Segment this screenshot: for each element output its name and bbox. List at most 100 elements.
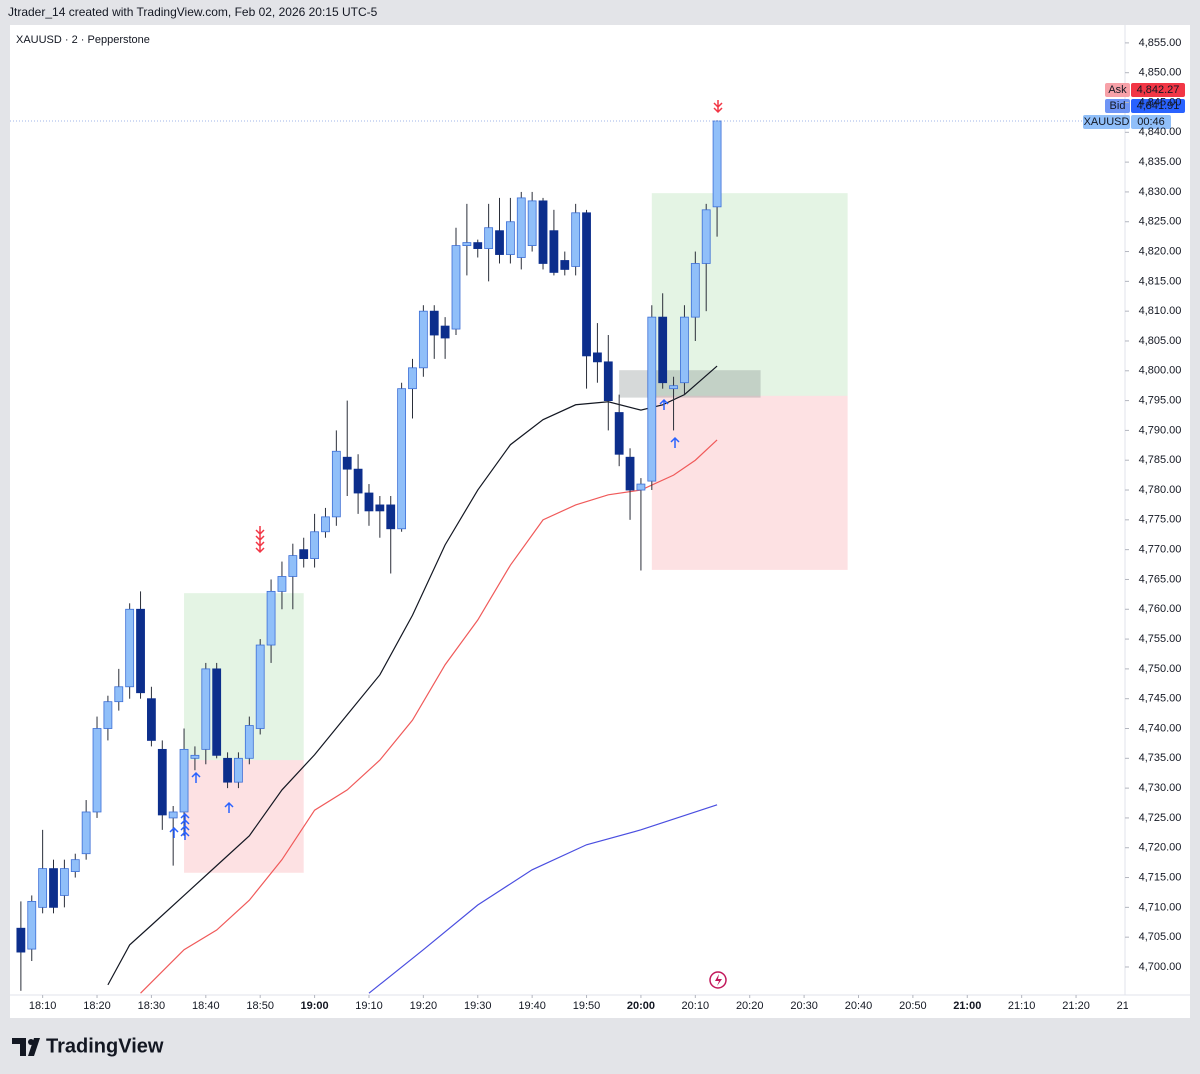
candle-body [125, 608, 135, 688]
y-tick-label: 4,840.00 [1139, 126, 1182, 138]
candle-body [712, 120, 722, 208]
y-tick-label: 4,765.00 [1139, 573, 1182, 585]
candle-body [418, 310, 428, 369]
symbol-badge: XAUUSD [1084, 116, 1130, 128]
y-tick-label: 4,800.00 [1139, 365, 1182, 377]
ask-bg [1131, 82, 1185, 97]
countdown: 00:46 [1137, 116, 1165, 128]
y-tick-label: 4,845.00 [1139, 96, 1182, 108]
x-tick-label: 21:00 [953, 1000, 981, 1012]
candle-body [484, 227, 494, 249]
y-tick-label: 4,770.00 [1139, 544, 1182, 556]
bid-bg [1131, 98, 1185, 113]
x-tick-label: 19:10 [355, 1000, 383, 1012]
y-tick-label: 4,805.00 [1139, 335, 1182, 347]
candle-body [244, 725, 254, 759]
candle-body [157, 748, 167, 816]
candle-body [429, 310, 439, 336]
candle-body [440, 325, 450, 339]
candle-body [397, 388, 407, 530]
x-tick-label: 20:00 [627, 1000, 655, 1012]
candle-body [92, 728, 102, 813]
alert-bolt [715, 974, 722, 986]
candle-body [495, 230, 504, 255]
y-tick-label: 4,780.00 [1139, 484, 1182, 496]
x-tick-label: 19:40 [518, 1000, 546, 1012]
x-tick-label: 21:20 [1062, 1000, 1090, 1012]
candle-body [364, 492, 374, 512]
x-tick-label: 18:30 [138, 1000, 166, 1012]
y-tick-label: 4,715.00 [1139, 871, 1182, 883]
candle-body [658, 316, 668, 384]
candle-body [38, 868, 48, 908]
candle-body [212, 668, 222, 756]
candle-body [168, 811, 178, 819]
zone [619, 370, 761, 398]
y-tick-label: 4,820.00 [1139, 245, 1182, 257]
candle-body [408, 367, 417, 390]
candle-body [625, 456, 635, 491]
moving-average [368, 804, 718, 994]
x-tick-label: 20:10 [682, 1000, 710, 1012]
ask: 4,842.27 [1137, 84, 1180, 96]
brand: TradingView [46, 1035, 164, 1057]
candle-body [614, 412, 624, 455]
candle-body [70, 859, 80, 872]
candle-body [277, 576, 287, 592]
loss-zone [184, 760, 304, 873]
bid-label-bg [1105, 98, 1130, 113]
candle-body [234, 757, 243, 783]
countdown-bg [1131, 114, 1171, 129]
candle-body [103, 701, 113, 729]
candle-body [16, 927, 26, 953]
overlay: Ask 4,842.27 Bid 4,841.91 XAUUSD 00:46 [10, 82, 1185, 989]
candle-body [321, 516, 330, 533]
y-tick-label: 4,700.00 [1139, 961, 1182, 973]
candle-body [582, 212, 591, 357]
candle-body [571, 212, 581, 267]
candle-body [701, 209, 711, 264]
x-tick-label: 21:30 [1117, 1000, 1145, 1012]
y-tick-label: 4,835.00 [1139, 156, 1182, 168]
y-tick-label: 4,750.00 [1139, 663, 1182, 675]
y-tick-label: 4,735.00 [1139, 752, 1182, 764]
y-tick-label: 4,785.00 [1139, 454, 1182, 466]
y-tick-label: 4,725.00 [1139, 812, 1182, 824]
y-tick-label: 4,755.00 [1139, 633, 1182, 645]
y-tick-label: 4,760.00 [1139, 603, 1182, 615]
candle-body [81, 811, 91, 855]
y-tick-label: 4,790.00 [1139, 424, 1182, 436]
candle-body [462, 242, 472, 246]
x-tick-label: 21:10 [1008, 1000, 1036, 1012]
x-tick-label: 18:50 [246, 1000, 274, 1012]
x-tick-label: 19:00 [301, 1000, 329, 1012]
y-tick-label: 4,730.00 [1139, 782, 1182, 794]
y-tick-label: 4,825.00 [1139, 216, 1182, 228]
chart-panel [10, 25, 1190, 1018]
moving-average [107, 365, 718, 986]
symbol-badge-bg [1083, 114, 1130, 129]
x-tick-label: 20:30 [790, 1000, 818, 1012]
buy-arrows [169, 398, 680, 840]
candle-body [147, 698, 156, 741]
candle-body [201, 668, 211, 750]
logo [12, 1038, 40, 1056]
candle-body [136, 608, 145, 694]
x-tick-label: 19:20 [410, 1000, 438, 1012]
candle-body [27, 900, 37, 950]
bid-label: Bid [1110, 100, 1126, 112]
candle-body [603, 361, 613, 401]
candle-body [549, 230, 559, 273]
candle-body [505, 221, 515, 255]
x-tick-label: 18:20 [83, 1000, 111, 1012]
candle-body [593, 352, 602, 363]
x-tick-label: 18:40 [192, 1000, 220, 1012]
candle-body [179, 748, 189, 813]
alert-icon[interactable] [709, 971, 727, 989]
plot [16, 120, 848, 994]
y-tick-label: 4,775.00 [1139, 514, 1182, 526]
y-tick-label: 4,740.00 [1139, 722, 1182, 734]
x-tick-label: 18:10 [29, 1000, 57, 1012]
y-tick-label: 4,855.00 [1139, 37, 1182, 49]
y-tick-label: 4,810.00 [1139, 305, 1182, 317]
